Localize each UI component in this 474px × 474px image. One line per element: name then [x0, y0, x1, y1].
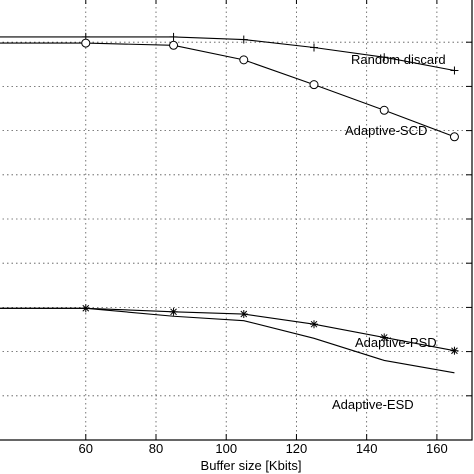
circle-marker: [169, 40, 179, 50]
star-marker: [310, 320, 318, 328]
data-point-2: [310, 320, 318, 329]
series-label-adaptive-scd: Adaptive-SCD: [345, 123, 427, 138]
series-label-adaptive-psd: Adaptive-PSD: [355, 335, 437, 350]
series-line-3: [0, 307, 455, 374]
data-point-2: [450, 346, 459, 355]
x-axis-label: Buffer size [Kbits]: [201, 458, 302, 473]
data-point-1: [449, 132, 459, 142]
data-point-1: [169, 40, 179, 50]
data-point-0: [239, 35, 248, 44]
series-layer: [0, 32, 459, 374]
star-marker: [240, 310, 248, 318]
data-point-2: [380, 333, 389, 342]
x-tick-label: 100: [215, 441, 237, 456]
data-point-0: [380, 53, 389, 62]
data-point-2: [239, 310, 248, 319]
data-point-2: [169, 307, 178, 316]
series-label-random-discard: Random discard: [351, 52, 446, 67]
star-marker: [451, 347, 458, 355]
data-point-0: [450, 66, 459, 75]
x-tick-label: 80: [149, 441, 163, 456]
circle-marker: [309, 80, 319, 90]
series-label-adaptive-esd: Adaptive-ESD: [332, 397, 414, 412]
data-point-0: [310, 43, 318, 52]
star-marker: [380, 334, 388, 341]
data-point-1: [379, 105, 389, 115]
data-point-0: [169, 32, 178, 41]
x-tick-label: 60: [79, 441, 93, 456]
data-point-1: [81, 38, 91, 48]
data-point-1: [239, 55, 249, 65]
plot-frame: [0, 0, 473, 441]
star-marker: [170, 308, 177, 316]
x-tick-label: 120: [286, 441, 308, 456]
circle-marker: [449, 132, 459, 142]
x-tick-label: 140: [356, 441, 378, 456]
circle-marker: [239, 55, 249, 65]
tick-layer: 60 80 100 120 140 160: [79, 0, 472, 456]
data-point-1: [309, 80, 319, 90]
circle-marker: [81, 38, 91, 48]
grid-layer: [0, 0, 472, 440]
circle-marker: [379, 105, 389, 115]
x-tick-label: 160: [426, 441, 448, 456]
